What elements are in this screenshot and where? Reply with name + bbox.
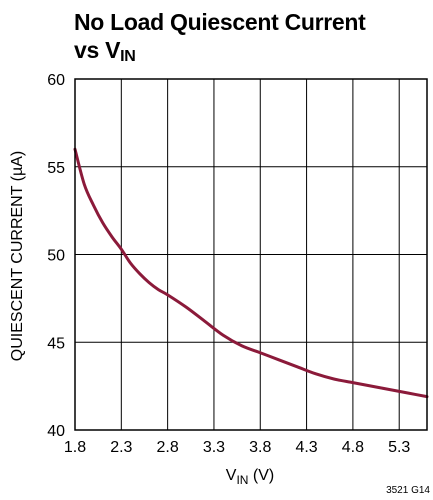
x-tick-label: 3.3 [203,439,225,456]
y-tick-label: 60 [47,72,65,89]
x-axis-label: VIN (V) [226,467,274,487]
chart-title: No Load Quiescent Current vs VIN [74,8,366,65]
y-tick-label: 55 [47,160,65,177]
title-line-2: vs V [74,37,121,63]
title-line-2-subscript: IN [120,48,136,65]
series-line [73,147,429,399]
x-axis-label-main: V [226,467,237,484]
tick-labels: 1.8 2.3 2.8 3.3 3.8 4.3 4.8 5.3 40 45 50 55 60 [47,72,410,456]
x-tick-label: 5.3 [388,439,410,456]
x-axis-label-unit: (V) [248,467,274,484]
y-tick-label: 45 [47,335,65,352]
y-axis-label: QUIESCENT CURRENT (µA) [9,151,26,361]
x-axis-label-sub: IN [236,473,248,487]
y-tick-label: 40 [47,423,65,440]
title-line-1: No Load Quiescent Current [74,9,366,35]
x-tick-label: 4.8 [342,439,364,456]
y-tick-label: 50 [47,248,65,265]
x-tick-label: 2.3 [110,439,132,456]
figure-code: 3521 G14 [386,485,430,496]
plot-frame [74,78,428,431]
grid-lines [74,78,427,431]
x-tick-label: 1.8 [64,439,86,456]
x-tick-label: 3.8 [249,439,271,456]
x-tick-label: 2.8 [157,439,179,456]
x-tick-label: 4.3 [295,439,317,456]
